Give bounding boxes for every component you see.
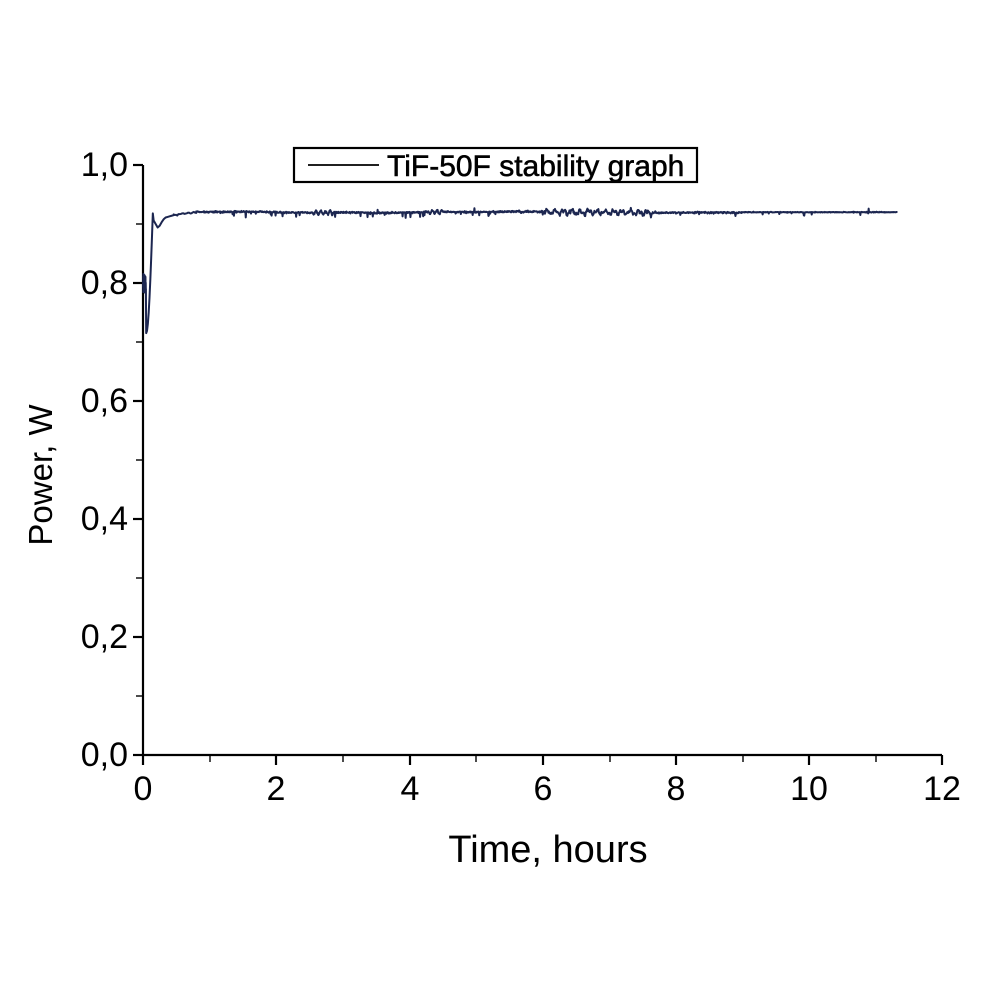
svg-text:4: 4: [401, 770, 420, 808]
svg-text:TiF-50F stability graph: TiF-50F stability graph: [387, 150, 684, 183]
svg-text:0,8: 0,8: [81, 264, 128, 302]
svg-text:12: 12: [923, 770, 961, 808]
svg-text:0,2: 0,2: [81, 618, 128, 656]
svg-text:0: 0: [134, 770, 153, 808]
svg-text:2: 2: [267, 770, 286, 808]
svg-text:Time, hours: Time, hours: [448, 829, 647, 871]
svg-text:0,0: 0,0: [81, 736, 128, 774]
svg-text:8: 8: [667, 770, 686, 808]
svg-text:1,0: 1,0: [81, 146, 128, 184]
svg-text:0,6: 0,6: [81, 382, 128, 420]
svg-text:0,4: 0,4: [81, 500, 128, 538]
svg-text:6: 6: [534, 770, 553, 808]
svg-text:10: 10: [790, 770, 828, 808]
svg-text:Power, W: Power, W: [22, 404, 59, 546]
